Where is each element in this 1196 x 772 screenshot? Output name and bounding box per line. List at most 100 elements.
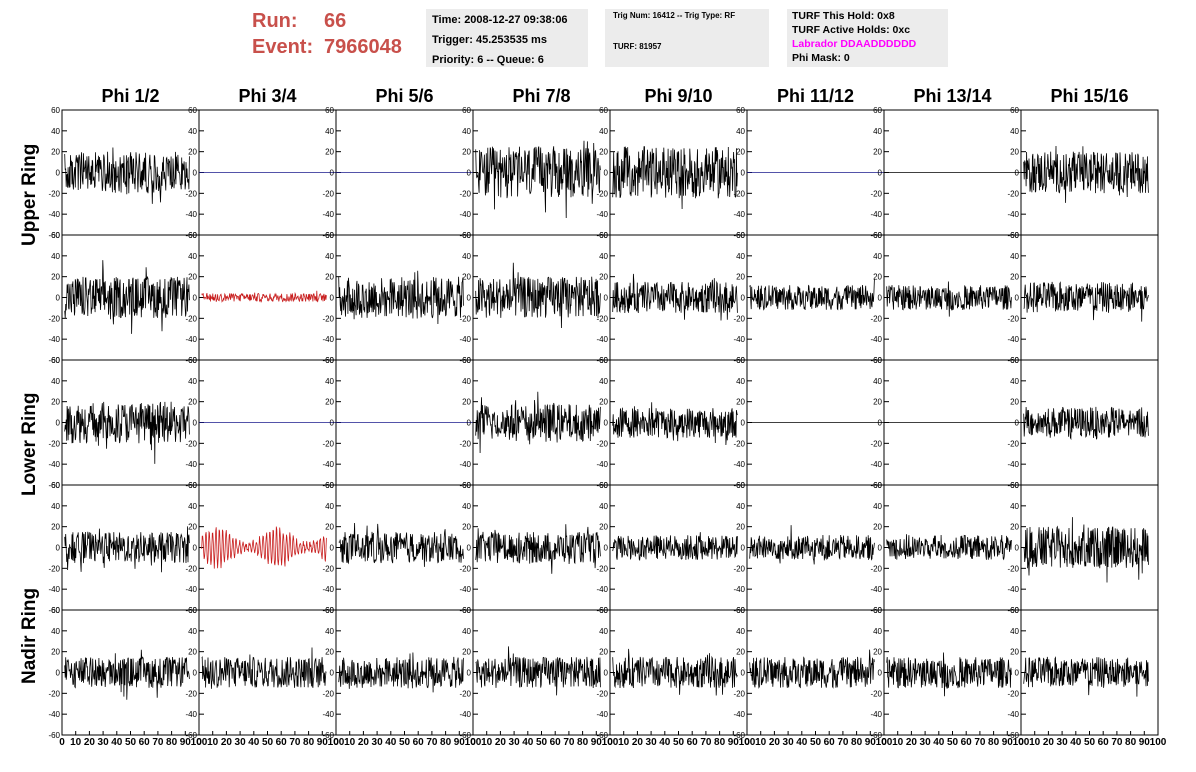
y-tick-label: -40: [48, 585, 60, 594]
y-tick-label: -40: [459, 335, 471, 344]
x-tick-label: 50: [947, 737, 959, 748]
x-tick-label: 80: [440, 737, 452, 748]
y-tick-label: 20: [188, 398, 197, 407]
waveform-trace: [749, 525, 875, 565]
y-tick-label: -20: [733, 564, 745, 573]
y-tick-label: 0: [604, 294, 609, 303]
y-tick-label: 20: [1010, 523, 1019, 532]
y-tick-label: -20: [185, 689, 197, 698]
y-tick-label: 20: [462, 523, 471, 532]
column-heading: Phi 13/14: [913, 86, 992, 106]
y-tick-label: 20: [873, 523, 882, 532]
y-tick-label: 0: [1015, 294, 1020, 303]
x-tick-label: 0: [607, 737, 613, 748]
y-tick-label: 0: [56, 419, 61, 428]
y-tick-label: -40: [870, 710, 882, 719]
y-tick-label: -60: [185, 731, 197, 740]
y-tick-label: -40: [1007, 335, 1019, 344]
y-tick-label: 20: [736, 523, 745, 532]
waveform-trace: [64, 401, 190, 464]
y-tick-label: -40: [733, 710, 745, 719]
y-tick-label: -40: [48, 210, 60, 219]
y-tick-label: -60: [48, 231, 60, 240]
y-tick-label: -20: [48, 689, 60, 698]
y-tick-label: -60: [48, 481, 60, 490]
y-tick-label: 40: [736, 127, 745, 136]
y-tick-label: 20: [325, 648, 334, 657]
waveform-trace: [749, 649, 875, 689]
y-tick-label: 40: [188, 377, 197, 386]
y-tick-label: 0: [741, 169, 746, 178]
waveform-trace: [886, 281, 1012, 317]
x-tick-label: 80: [988, 737, 1000, 748]
y-tick-label: 40: [736, 252, 745, 261]
waveform-trace: [475, 140, 601, 219]
y-tick-label: 60: [736, 606, 745, 615]
y-tick-label: 0: [193, 294, 198, 303]
x-tick-label: 60: [276, 737, 288, 748]
y-tick-label: 20: [325, 523, 334, 532]
y-tick-label: 60: [736, 231, 745, 240]
x-tick-label: 40: [796, 737, 808, 748]
x-tick-label: 30: [98, 737, 110, 748]
y-tick-label: 40: [462, 252, 471, 261]
y-tick-label: 0: [1015, 669, 1020, 678]
y-tick-label: -20: [48, 189, 60, 198]
y-tick-label: 60: [188, 231, 197, 240]
y-tick-label: -20: [596, 564, 608, 573]
waveform-trace: [1023, 517, 1149, 583]
y-tick-label: 20: [599, 523, 608, 532]
x-tick-label: 10: [344, 737, 356, 748]
y-tick-label: 0: [330, 419, 335, 428]
y-tick-label: 60: [462, 481, 471, 490]
y-tick-label: 20: [51, 648, 60, 657]
column-heading: Phi 1/2: [101, 86, 160, 106]
y-tick-label: -40: [596, 460, 608, 469]
y-tick-label: 40: [51, 502, 60, 511]
waveform-trace: [338, 652, 464, 693]
y-tick-label: -40: [459, 585, 471, 594]
y-tick-label: 20: [736, 148, 745, 157]
y-tick-label: -40: [870, 210, 882, 219]
y-tick-label: -20: [185, 314, 197, 323]
waveform-trace: [612, 402, 738, 446]
run-event-display: Run: 66 Event: 7966048: [252, 8, 422, 60]
y-tick-label: 60: [736, 356, 745, 365]
waveform-trace: [749, 279, 875, 311]
y-tick-label: 0: [56, 669, 61, 678]
y-tick-label: 40: [51, 127, 60, 136]
y-tick-label: -40: [870, 335, 882, 344]
x-tick-label: 60: [824, 737, 836, 748]
x-tick-label: 30: [920, 737, 932, 748]
y-tick-label: -20: [870, 189, 882, 198]
y-tick-label: 60: [325, 106, 334, 115]
y-tick-label: 40: [599, 252, 608, 261]
x-tick-label: 60: [1098, 737, 1110, 748]
y-tick-label: 20: [736, 648, 745, 657]
y-tick-label: -40: [48, 460, 60, 469]
y-tick-label: -40: [322, 585, 334, 594]
y-tick-label: 40: [51, 252, 60, 261]
x-tick-label: 20: [1043, 737, 1055, 748]
y-tick-label: 0: [330, 294, 335, 303]
y-tick-label: 0: [878, 294, 883, 303]
x-tick-label: 10: [618, 737, 630, 748]
run-label: Run:: [252, 10, 298, 32]
y-tick-label: 40: [462, 502, 471, 511]
y-tick-label: 20: [325, 398, 334, 407]
y-tick-label: 0: [878, 419, 883, 428]
y-tick-label: -20: [48, 439, 60, 448]
x-tick-label: 30: [509, 737, 521, 748]
y-tick-label: -60: [48, 606, 60, 615]
y-tick-label: 20: [51, 523, 60, 532]
y-tick-label: -20: [459, 564, 471, 573]
x-tick-label: 70: [974, 737, 986, 748]
